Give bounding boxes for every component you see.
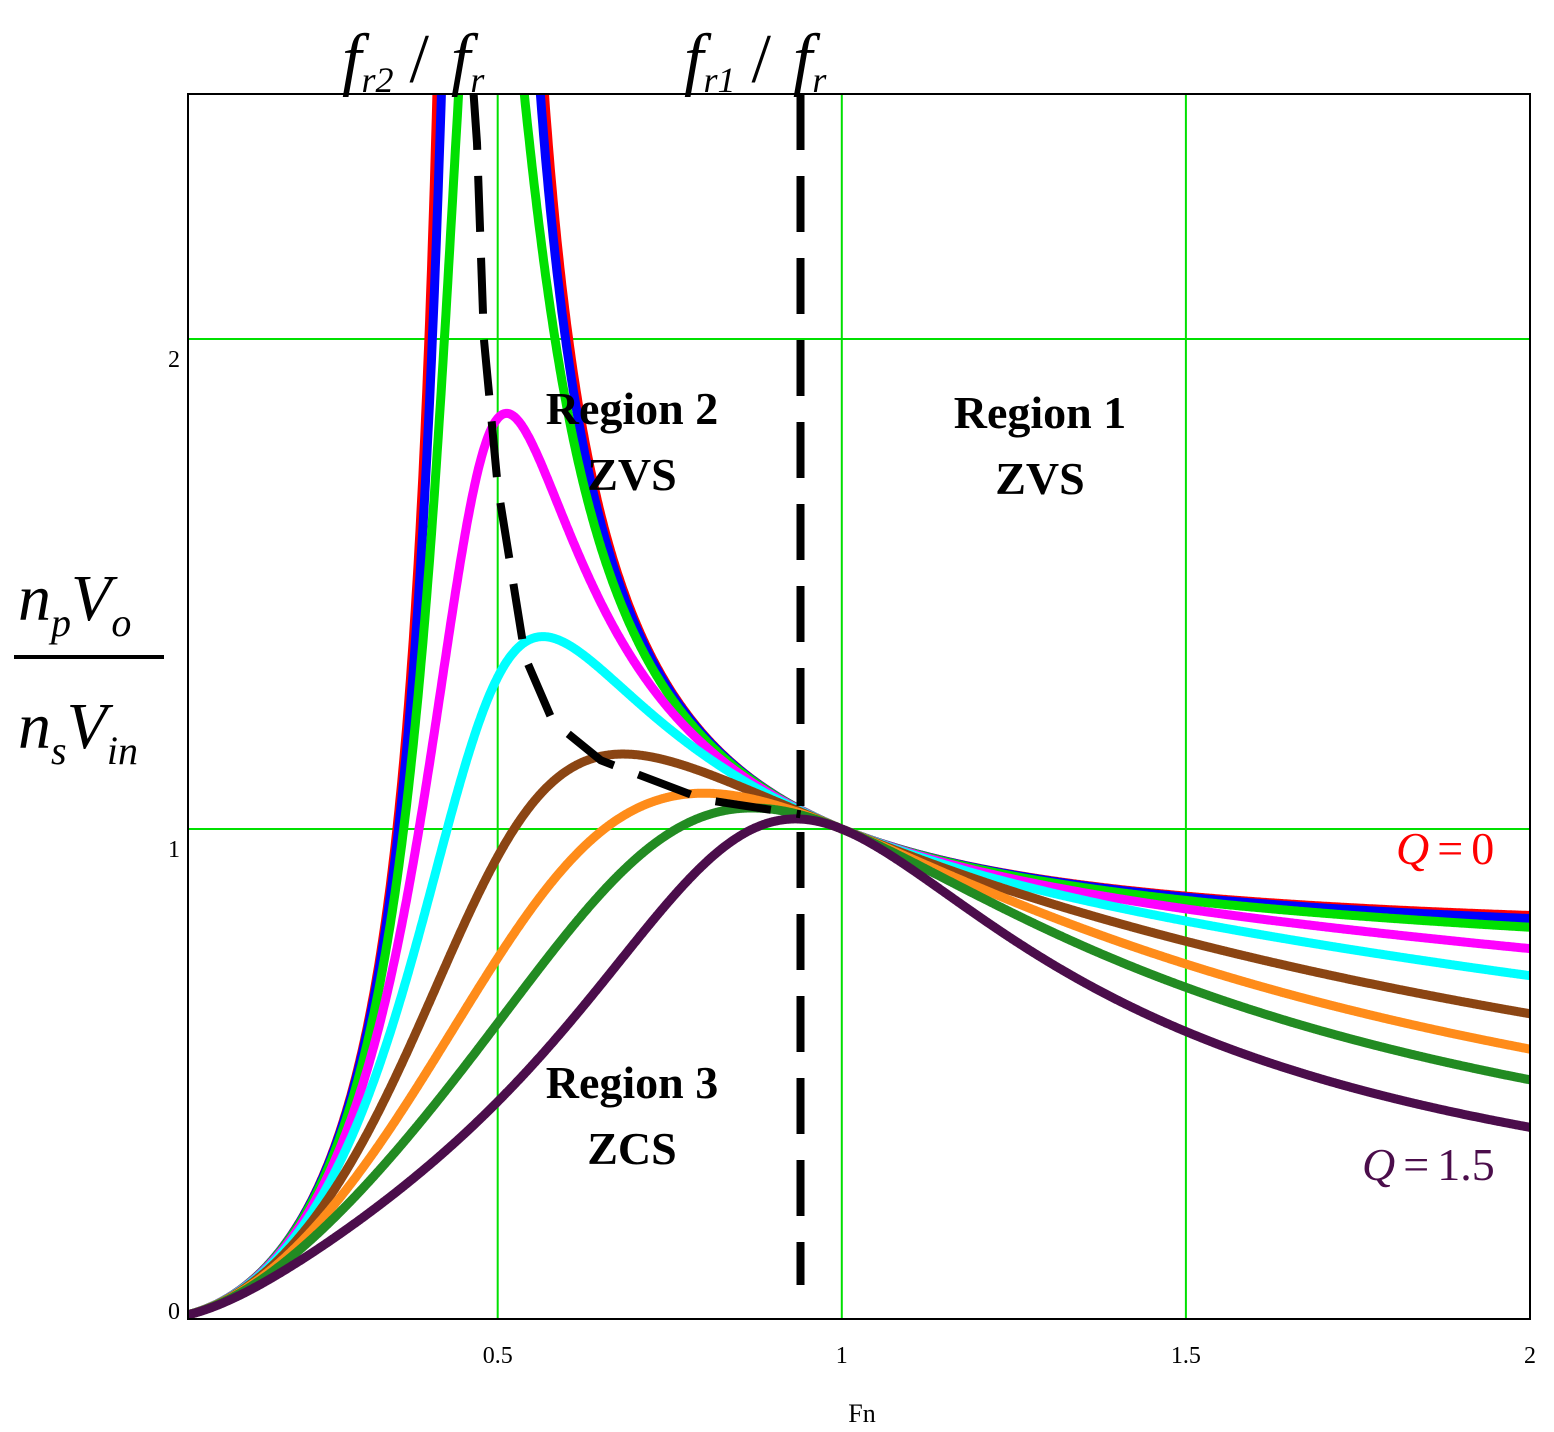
y-tick-label-0: 0: [168, 1299, 180, 1325]
region-3-mode: ZCS: [587, 1123, 676, 1174]
y-tick-label-2: 2: [168, 347, 180, 373]
boundary-lines: [469, 94, 805, 1285]
curve-q-1_5: [188, 814, 1530, 1319]
ylabel-num-n: n: [18, 562, 51, 635]
tick-labels: 0.5 1 1.5 2 0 1 2: [168, 347, 1536, 1369]
fr1-label: fr1/fr: [684, 21, 827, 100]
fr2-label: fr2/fr: [342, 21, 485, 100]
gain-curves: [188, 94, 1530, 1319]
region-2-mode: ZVS: [587, 449, 676, 500]
region-1-mode: ZVS: [995, 453, 1084, 504]
region-3-title: Region 3: [546, 1057, 719, 1108]
ylabel-den-n-sub: s: [51, 728, 67, 773]
plot-frame: [187, 93, 1531, 1320]
ylabel-den-v: V: [67, 690, 114, 763]
ylabel-den-v-sub: in: [107, 728, 138, 773]
region-1-title: Region 1: [954, 387, 1127, 438]
ylabel-den-n: n: [18, 690, 51, 763]
x-tick-label-0: 0.5: [483, 1343, 513, 1369]
peak-locus-line: [469, 94, 802, 819]
region-2-title: Region 2: [546, 383, 719, 434]
x-axis-label: Fn: [848, 1399, 875, 1428]
q-zero-label: Q = 0: [1396, 823, 1494, 874]
q-max-label: Q = 1.5: [1362, 1139, 1495, 1190]
x-tick-label-1: 1: [836, 1343, 848, 1369]
curve-q-0_1: [188, 94, 1530, 1319]
ylabel-num-v: V: [71, 562, 118, 635]
svg-text:nsVin: nsVin: [18, 690, 138, 773]
ylabel-num-v-sub: o: [111, 600, 131, 645]
y-axis-label: npVo nsVin: [14, 562, 164, 773]
y-tick-label-1: 1: [168, 837, 180, 863]
curve-q-0: [188, 94, 1530, 1319]
curve-q-0_2: [188, 94, 1530, 1319]
svg-text:npVo: npVo: [18, 562, 131, 645]
x-tick-label-2: 1.5: [1171, 1343, 1201, 1369]
ylabel-num-n-sub: p: [48, 600, 71, 645]
x-tick-label-3: 2: [1524, 1343, 1536, 1369]
